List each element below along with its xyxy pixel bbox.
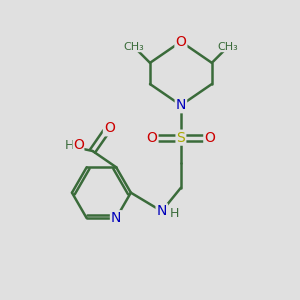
Text: N: N [111, 211, 121, 225]
Text: O: O [104, 121, 115, 135]
Text: CH₃: CH₃ [218, 42, 238, 52]
Text: S: S [176, 130, 185, 145]
Text: O: O [204, 130, 215, 145]
Text: H: H [169, 207, 179, 220]
Text: O: O [73, 138, 84, 152]
Text: N: N [157, 204, 167, 218]
Text: CH₃: CH₃ [123, 42, 144, 52]
Text: O: O [176, 34, 186, 49]
Text: N: N [176, 98, 186, 112]
Text: O: O [147, 130, 158, 145]
Text: H: H [64, 139, 74, 152]
